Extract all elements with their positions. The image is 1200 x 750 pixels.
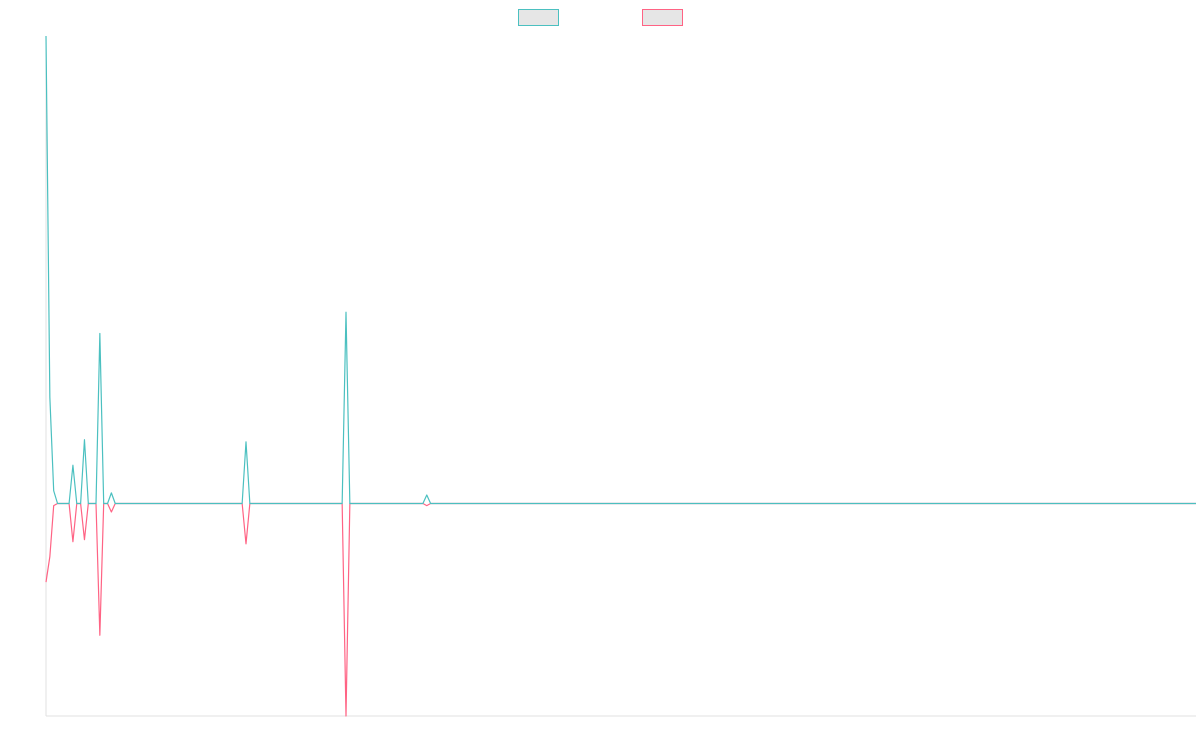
series-line-1 — [45, 35, 1196, 505]
chart-axes — [45, 36, 1196, 717]
series-line-2 — [45, 502, 1196, 717]
legend-swatch-2[interactable] — [642, 9, 683, 26]
chart-series — [45, 35, 1196, 717]
chart-legend[interactable] — [518, 9, 683, 26]
legend-swatch-1[interactable] — [518, 9, 559, 26]
